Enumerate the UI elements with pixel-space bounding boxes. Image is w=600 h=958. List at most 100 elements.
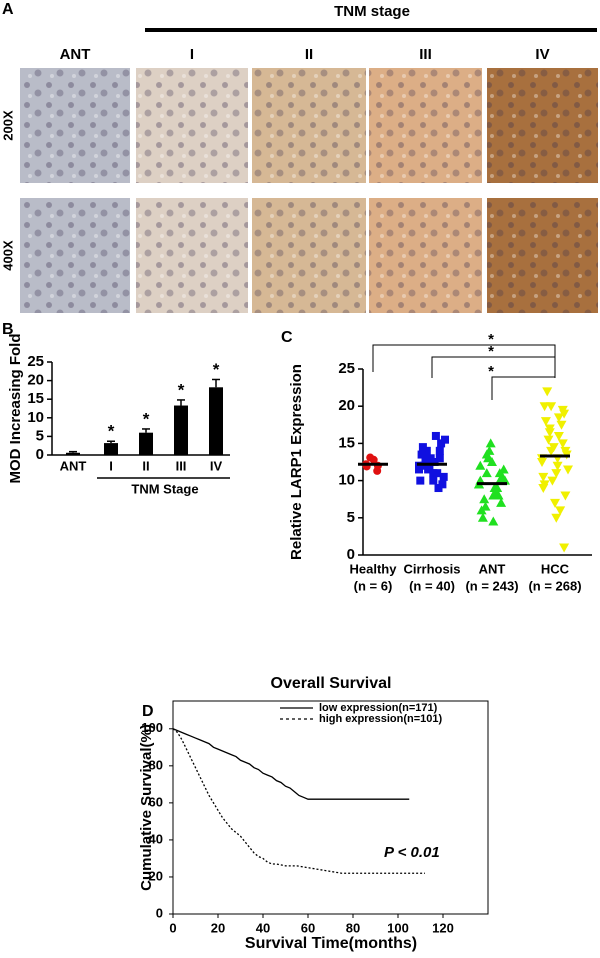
x-tick-label: III (176, 458, 187, 473)
data-point (431, 431, 440, 440)
y-tick-label: 15 (338, 434, 355, 451)
significance-marker: * (213, 360, 220, 379)
column-label: IV (535, 46, 549, 63)
column-label: ANT (60, 46, 91, 63)
data-point (429, 476, 438, 485)
y-axis-label: Relative LARP1 Expression (288, 364, 305, 560)
data-point (557, 405, 568, 415)
data-point (560, 446, 571, 456)
y-tick-label: 25 (338, 360, 355, 377)
bar (66, 452, 80, 455)
histology-texture (487, 198, 598, 313)
data-point (556, 420, 567, 430)
data-point (557, 439, 568, 449)
y-axis-label: Cumulative Survival(%) (138, 724, 155, 891)
data-point (553, 431, 564, 441)
data-point (496, 497, 507, 507)
data-point (366, 453, 375, 462)
y-tick-label: 20 (149, 868, 163, 883)
y-tick-label: 0 (347, 546, 355, 563)
column-label: II (305, 46, 313, 63)
x-tick-label: I (109, 458, 113, 473)
data-point (421, 454, 430, 463)
chart-title: Overall Survival (271, 675, 392, 692)
data-point (480, 501, 491, 511)
x-axis-label: Survival Time(months) (245, 935, 417, 952)
y-tick-label: 20 (338, 397, 355, 414)
data-point (494, 468, 505, 478)
data-point (552, 461, 563, 471)
y-tick-label: 100 (141, 720, 163, 735)
x-tick-label: 0 (169, 920, 176, 935)
data-point (428, 458, 436, 466)
data-point (560, 491, 571, 501)
data-point (492, 483, 503, 493)
y-tick-label: 0 (156, 905, 163, 920)
x-tick-label: ANT (479, 561, 506, 576)
significance-marker: * (488, 363, 494, 380)
bar (104, 443, 118, 455)
significance-bracket (372, 344, 556, 378)
x-tick-label: 20 (211, 920, 225, 935)
data-point (544, 428, 555, 438)
y-tick-label: 10 (338, 472, 355, 489)
plot-frame (172, 700, 489, 915)
data-point (416, 476, 425, 485)
x-tick-label: ANT (60, 458, 87, 473)
y-tick-label: 10 (27, 409, 44, 426)
x-tick-label: II (142, 458, 149, 473)
column-label: I (190, 46, 194, 63)
legend-label: high expression(n=101) (319, 713, 443, 725)
data-point (538, 472, 549, 482)
legend-label: low expression(n=171) (319, 702, 438, 714)
data-point (551, 469, 562, 479)
data-point (435, 446, 444, 455)
x-tick-label: IV (210, 458, 223, 473)
column-label: III (419, 46, 432, 63)
significance-marker: * (178, 380, 185, 399)
data-point (542, 387, 553, 397)
histology-texture (252, 198, 366, 313)
group-label: TNM Stage (131, 481, 198, 496)
data-point (434, 484, 443, 493)
survival-curve (172, 728, 410, 800)
x-tick-sublabel: (n = 268) (528, 578, 581, 593)
survival-curve (172, 728, 425, 874)
x-tick-sublabel: (n = 243) (465, 578, 518, 593)
data-point (546, 402, 557, 412)
data-point (553, 413, 564, 423)
data-point (485, 438, 496, 448)
data-point (441, 435, 449, 444)
histology-texture (487, 68, 598, 183)
y-tick-label: 5 (347, 509, 355, 526)
data-point (433, 469, 442, 478)
x-tick-label: 120 (432, 920, 454, 935)
data-point (415, 465, 423, 474)
panel-label: C (281, 329, 293, 346)
y-tick-label: 25 (27, 353, 44, 370)
row-label: 400X (0, 240, 15, 271)
panel-label: D (142, 703, 154, 720)
row-label: 200X (0, 110, 15, 141)
histology-texture (252, 68, 366, 183)
data-point (543, 435, 554, 445)
significance-marker: * (143, 409, 150, 428)
x-tick-label: 60 (301, 920, 315, 935)
bar (209, 387, 223, 455)
x-tick-label: 80 (346, 920, 360, 935)
data-point (475, 460, 486, 470)
data-point (537, 458, 547, 467)
data-point (435, 454, 444, 463)
panel-header: TNM stage (334, 3, 410, 20)
x-tick-sublabel: (n = 6) (354, 578, 393, 593)
significance-marker: * (488, 331, 494, 348)
data-point (539, 480, 550, 490)
panel-label: A (2, 1, 14, 18)
x-tick-label: Cirrhosis (403, 561, 460, 576)
y-tick-label: 80 (149, 757, 163, 772)
y-tick-label: 0 (36, 446, 44, 463)
data-point (493, 490, 504, 500)
panel-label: B (2, 321, 14, 338)
y-tick-label: 15 (27, 390, 44, 407)
